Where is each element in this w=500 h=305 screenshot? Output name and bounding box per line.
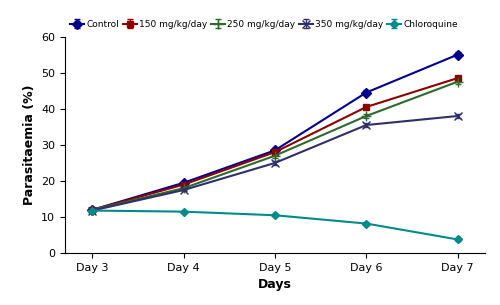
Y-axis label: Parasitaemia (%): Parasitaemia (%) — [22, 84, 36, 205]
X-axis label: Days: Days — [258, 278, 292, 292]
Legend: Control, 150 mg/kg/day, 250 mg/kg/day, 350 mg/kg/day, Chloroquine: Control, 150 mg/kg/day, 250 mg/kg/day, 3… — [70, 19, 459, 30]
